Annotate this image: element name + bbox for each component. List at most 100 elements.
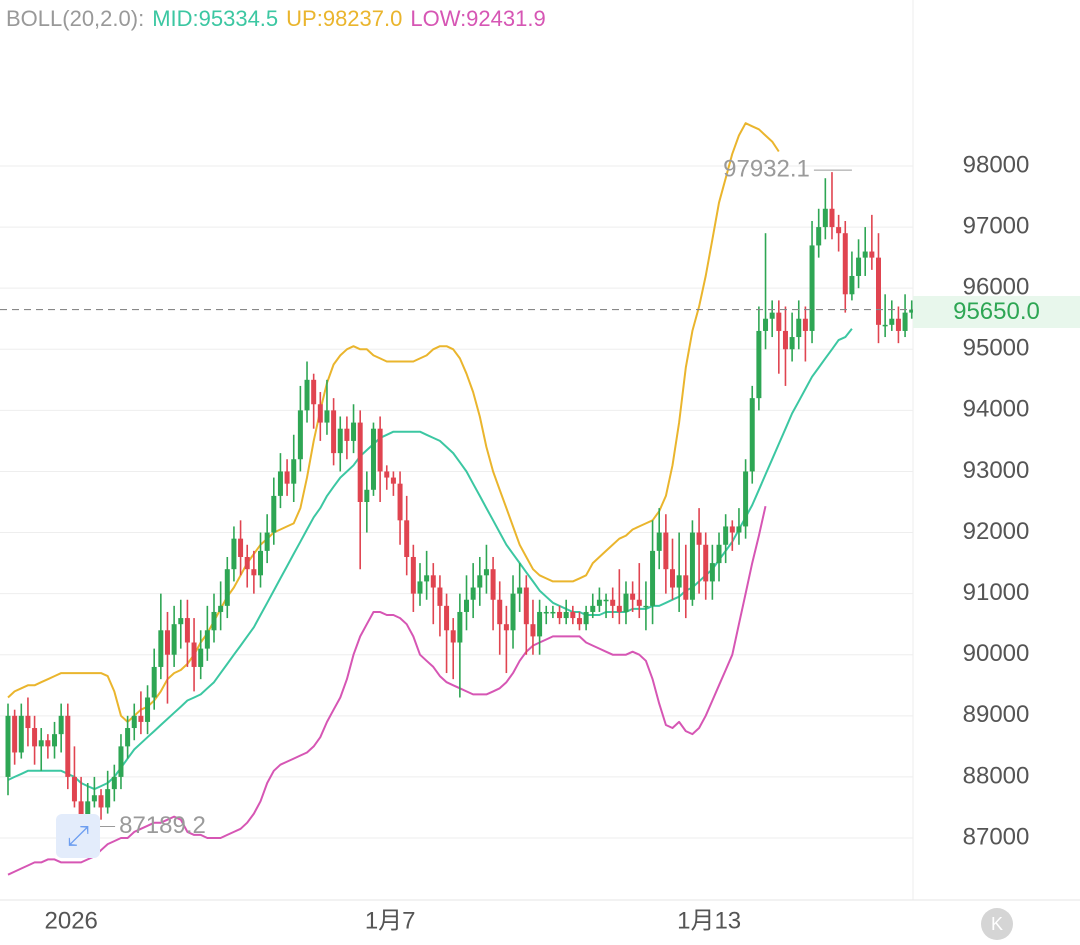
y-tick-94000: 94000 bbox=[963, 396, 1030, 423]
candle-53 bbox=[357, 410, 363, 570]
candle-body bbox=[763, 318, 769, 331]
candle-119 bbox=[796, 300, 802, 350]
candle-96 bbox=[643, 581, 649, 631]
candle-body bbox=[71, 776, 77, 802]
candle-60 bbox=[404, 495, 410, 576]
high-annotation: 97932.1 bbox=[723, 155, 810, 182]
candle-body bbox=[802, 318, 808, 331]
candle-34 bbox=[231, 526, 237, 582]
candle-16 bbox=[111, 764, 117, 802]
y-tick-90000: 90000 bbox=[963, 640, 1030, 667]
candle-body bbox=[523, 587, 529, 625]
candle-body bbox=[38, 740, 44, 747]
candle-81 bbox=[543, 605, 549, 625]
candle-body bbox=[91, 795, 97, 802]
candle-10 bbox=[71, 746, 77, 808]
candle-body bbox=[809, 245, 815, 331]
candle-30 bbox=[204, 605, 210, 661]
candle-body bbox=[304, 379, 310, 411]
candle-body bbox=[337, 428, 343, 454]
candle-110 bbox=[736, 508, 742, 545]
candle-body bbox=[450, 630, 456, 643]
candle-body bbox=[869, 251, 875, 258]
bollinger-bands bbox=[7, 122, 853, 876]
candle-5 bbox=[38, 728, 44, 771]
candle-body bbox=[497, 599, 503, 625]
candle-body bbox=[557, 611, 563, 619]
candle-body bbox=[729, 526, 735, 533]
expand-icon[interactable]: ⤢ bbox=[56, 814, 100, 858]
candle-99 bbox=[663, 514, 669, 594]
candle-49 bbox=[331, 398, 337, 466]
candle-97 bbox=[650, 520, 656, 625]
y-tick-95000: 95000 bbox=[963, 335, 1030, 362]
candle-102 bbox=[683, 544, 689, 619]
candle-body bbox=[244, 556, 250, 570]
candle-body bbox=[610, 599, 616, 606]
candle-86 bbox=[576, 611, 582, 631]
candle-body bbox=[277, 471, 283, 496]
collapse-k-icon[interactable]: K bbox=[981, 908, 1013, 940]
candle-27 bbox=[184, 599, 190, 667]
candle-13 bbox=[91, 776, 97, 808]
candle-body bbox=[344, 428, 350, 441]
candle-body bbox=[65, 715, 71, 777]
candle-36 bbox=[244, 544, 250, 588]
candle-41 bbox=[277, 453, 283, 509]
candle-body bbox=[909, 309, 915, 313]
candle-101 bbox=[676, 532, 682, 612]
candle-body bbox=[271, 495, 277, 533]
candle-94 bbox=[630, 581, 636, 612]
candle-body bbox=[125, 728, 131, 747]
candle-body bbox=[716, 544, 722, 564]
candle-body bbox=[636, 599, 642, 606]
candle-body bbox=[490, 569, 496, 600]
candle-130 bbox=[869, 214, 875, 270]
candle-body bbox=[258, 550, 264, 576]
candle-9 bbox=[65, 703, 71, 790]
candle-1 bbox=[12, 709, 18, 765]
candle-77 bbox=[517, 563, 523, 612]
candle-body bbox=[683, 575, 689, 600]
y-tick-87000: 87000 bbox=[963, 823, 1030, 850]
candle-body bbox=[483, 569, 489, 576]
x-label-53: 1月7 bbox=[365, 907, 416, 934]
candle-body bbox=[58, 715, 64, 735]
candle-body bbox=[78, 801, 84, 820]
candle-body bbox=[284, 471, 290, 484]
candle-22 bbox=[151, 648, 157, 710]
candle-body bbox=[111, 776, 117, 790]
candle-125 bbox=[836, 214, 842, 252]
candle-body bbox=[410, 556, 416, 594]
candle-112 bbox=[749, 385, 755, 484]
candle-20 bbox=[138, 691, 144, 735]
candle-72 bbox=[483, 544, 489, 594]
candle-73 bbox=[490, 556, 496, 631]
candle-body bbox=[650, 550, 656, 606]
candle-body bbox=[550, 611, 556, 614]
candle-body bbox=[32, 728, 38, 747]
current-price-tag: 95650.0 bbox=[913, 296, 1080, 328]
candle-body bbox=[537, 611, 543, 637]
candle-body bbox=[663, 532, 669, 570]
candle-85 bbox=[570, 605, 576, 625]
candle-body bbox=[45, 740, 51, 747]
candle-29 bbox=[198, 630, 204, 680]
candle-75 bbox=[503, 605, 509, 674]
candle-128 bbox=[856, 239, 862, 289]
candle-46 bbox=[311, 373, 317, 429]
candle-45 bbox=[304, 361, 310, 423]
candle-body bbox=[703, 544, 709, 582]
candle-98 bbox=[656, 508, 662, 570]
candle-135 bbox=[902, 294, 908, 338]
candle-body bbox=[364, 489, 370, 502]
candle-118 bbox=[789, 312, 795, 362]
candle-body bbox=[696, 532, 702, 545]
candle-7 bbox=[52, 721, 58, 759]
candle-35 bbox=[238, 520, 244, 576]
candle-64 bbox=[430, 563, 436, 625]
candle-body bbox=[52, 734, 58, 747]
candle-78 bbox=[523, 575, 529, 655]
candle-body bbox=[776, 312, 782, 331]
